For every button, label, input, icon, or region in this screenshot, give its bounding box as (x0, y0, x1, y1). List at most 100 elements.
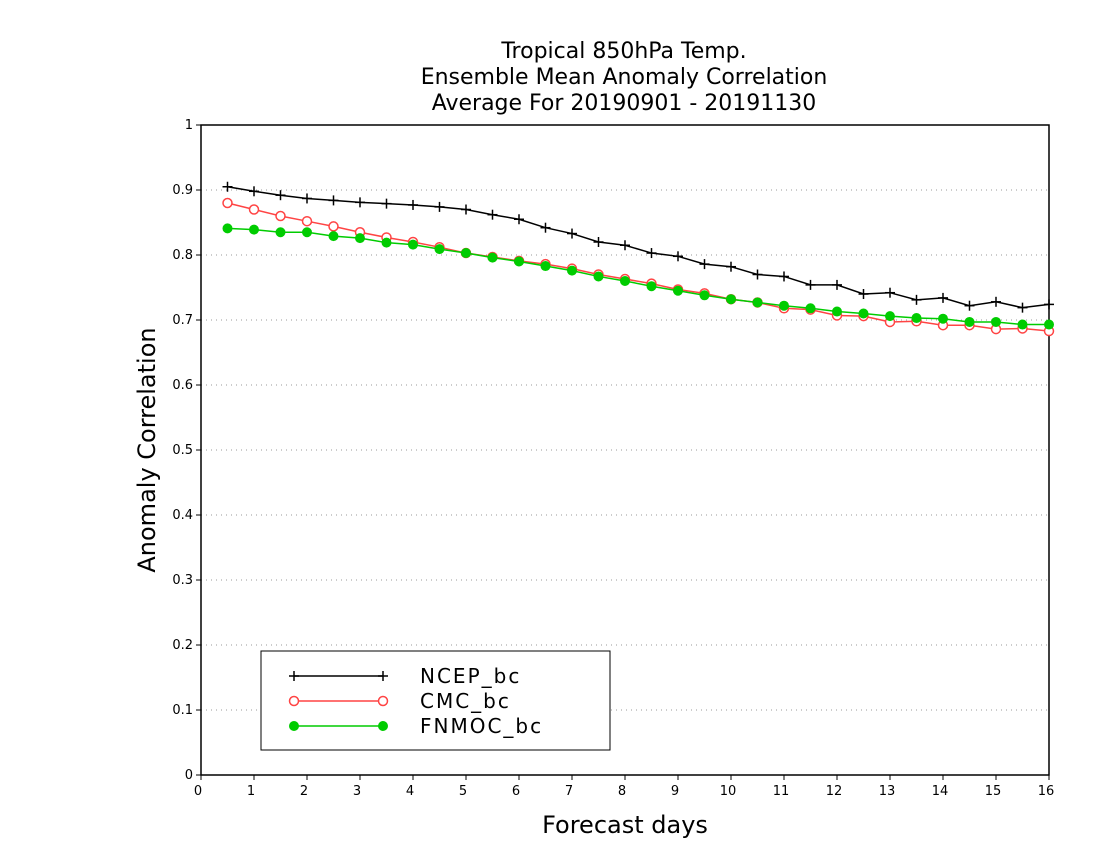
series-line-ncep-bc (227, 186, 1050, 309)
data-point-ncep-bc (858, 289, 869, 299)
legend-item-fnmoc-bc: FNMOC_bc (289, 714, 543, 738)
legend-item-cmc-bc: CMC_bc (288, 689, 509, 713)
x-tick-label: 3 (353, 784, 361, 799)
series-line-fnmoc-bc (227, 227, 1049, 326)
data-point-fnmoc-bc (832, 306, 842, 317)
data-point-ncep-bc (726, 261, 736, 272)
legend-marker-start (289, 721, 299, 731)
x-axis-title: Forecast days (542, 811, 708, 839)
data-series (222, 181, 1055, 337)
data-point-cmc-bc (222, 197, 233, 209)
data-point-ncep-bc (249, 186, 259, 197)
x-tick-label: 6 (512, 784, 520, 799)
series-line-cmc-bc (227, 202, 1050, 332)
x-tick-label: 5 (459, 784, 467, 799)
x-tick-label: 0 (194, 784, 202, 799)
y-tick-label: 0.8 (172, 248, 193, 263)
data-point-ncep-bc (779, 271, 789, 282)
data-point-fnmoc-bc (540, 261, 551, 272)
title-line-1: Tropical 850hPa Temp. (500, 39, 746, 64)
series-cmc-bc (222, 197, 1055, 337)
x-tick-label: 8 (618, 784, 626, 799)
data-point-ncep-bc (593, 237, 604, 247)
data-point-ncep-bc (911, 294, 922, 305)
x-tick-label: 4 (406, 784, 414, 799)
data-point-fnmoc-bc (461, 248, 471, 259)
data-point-fnmoc-bc (805, 303, 816, 314)
axis-ticks: 00.10.20.30.40.50.60.70.80.910 1 2 3 4 5 6 7 8 9 1… (172, 118, 1054, 799)
y-tick-label: 0.4 (172, 508, 193, 523)
data-point-fnmoc-bc (408, 239, 418, 250)
data-point-ncep-bc (1044, 299, 1054, 310)
data-point-ncep-bc (540, 222, 551, 233)
data-point-ncep-bc (752, 269, 763, 280)
title-line-2: Ensemble Mean Anomaly Correlation (421, 65, 828, 90)
data-point-ncep-bc (673, 251, 683, 262)
y-tick-label: 0.6 (172, 378, 193, 393)
data-point-ncep-bc (805, 279, 816, 290)
data-point-ncep-bc (302, 193, 312, 204)
series-ncep-bc (222, 181, 1054, 313)
x-tick-label: 7 (565, 784, 573, 799)
chart-title: Tropical 850hPa Temp. Ensemble Mean Anom… (421, 39, 828, 116)
x-tick-label: 9 (671, 784, 679, 799)
legend-marker-start (289, 671, 299, 681)
data-point-ncep-bc (328, 195, 339, 206)
y-tick-label: 1 (185, 118, 193, 133)
x-tick-label: 14 (932, 784, 949, 799)
data-point-ncep-bc (938, 292, 948, 303)
data-point-ncep-bc (408, 199, 418, 210)
data-point-cmc-bc (275, 210, 286, 222)
x-tick-label: 10 (720, 784, 737, 799)
y-tick-label: 0 (185, 768, 193, 783)
data-point-ncep-bc (355, 197, 365, 208)
data-point-fnmoc-bc (328, 231, 339, 242)
data-point-ncep-bc (434, 201, 445, 212)
title-line-3: Average For 20190901 - 20191130 (432, 91, 817, 116)
data-point-fnmoc-bc (885, 311, 895, 322)
legend-label-fnmoc-bc: FNMOC_bc (420, 714, 543, 738)
y-tick-label: 0.2 (172, 638, 193, 653)
y-tick-label: 0.9 (172, 183, 193, 198)
data-point-ncep-bc (461, 204, 471, 215)
legend-marker-start (288, 695, 300, 707)
data-point-fnmoc-bc (858, 308, 869, 319)
data-point-fnmoc-bc (1044, 319, 1054, 330)
data-point-ncep-bc (1017, 302, 1028, 313)
data-point-cmc-bc (248, 204, 260, 215)
data-point-ncep-bc (991, 296, 1001, 307)
data-point-ncep-bc (646, 248, 657, 259)
y-tick-label: 0.5 (172, 443, 193, 458)
data-point-ncep-bc (699, 259, 710, 270)
y-axis-title: Anomaly Correlation (133, 327, 161, 572)
data-point-ncep-bc (275, 190, 286, 201)
legend-item-ncep-bc: NCEP_bc (289, 664, 519, 688)
data-point-fnmoc-bc (991, 316, 1001, 327)
data-point-fnmoc-bc (381, 237, 392, 248)
y-tick-label: 0.7 (172, 313, 193, 328)
data-point-fnmoc-bc (222, 223, 233, 234)
data-point-ncep-bc (381, 198, 392, 209)
data-point-fnmoc-bc (964, 316, 975, 327)
x-tick-label: 1 (247, 784, 255, 799)
data-point-fnmoc-bc (302, 227, 312, 238)
data-point-fnmoc-bc (355, 233, 365, 244)
data-point-fnmoc-bc (593, 271, 604, 282)
data-point-fnmoc-bc (514, 256, 524, 267)
y-tick-label: 0.3 (172, 573, 193, 588)
legend-marker-end (378, 671, 388, 681)
series-fnmoc-bc (222, 223, 1054, 330)
data-point-ncep-bc (514, 214, 524, 225)
x-tick-label: 11 (773, 784, 790, 799)
data-point-fnmoc-bc (1017, 319, 1028, 330)
legend-marker-end (378, 721, 388, 731)
x-tick-label: 13 (879, 784, 896, 799)
data-point-ncep-bc (832, 279, 842, 290)
data-point-fnmoc-bc (249, 224, 259, 235)
data-point-fnmoc-bc (779, 300, 789, 311)
data-point-fnmoc-bc (699, 290, 710, 301)
data-point-ncep-bc (567, 228, 577, 239)
